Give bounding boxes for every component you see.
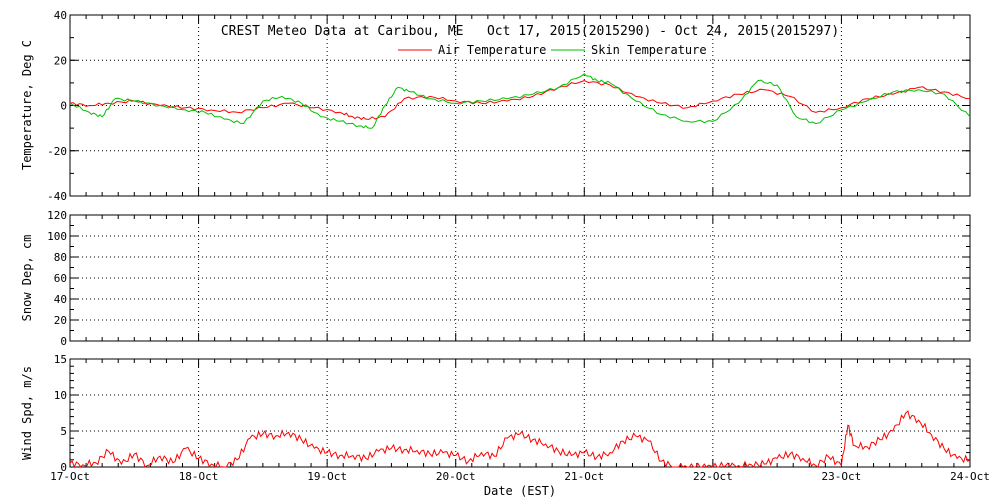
- wind-y-tick-label: 5: [60, 425, 67, 438]
- snow-y-tick-label: 40: [54, 293, 67, 306]
- temperature-y-tick-label: -40: [47, 190, 67, 203]
- wind-x-tick-label: 23-Oct: [822, 470, 862, 483]
- tick-layer: [69, 14, 971, 468]
- label-layer: -40 -20 0 20 40 0 20 40 60 80 100 120 0 5 10 15 17-Oct 18…: [47, 9, 990, 483]
- temperature-series-1-line: [69, 73, 971, 129]
- snow-y-tick-label: 120: [47, 209, 67, 222]
- legend-air-label: Air Temperature: [438, 43, 546, 57]
- wind-y-axis-label: Wind Spd, m/s: [20, 366, 34, 460]
- wind-x-tick-label: 24-Oct: [950, 470, 990, 483]
- wind-x-tick-label: 18-Oct: [179, 470, 219, 483]
- snow-y-tick-label: 80: [54, 251, 67, 264]
- temperature-y-tick-label: 0: [60, 100, 67, 113]
- wind-y-tick-label: 0: [60, 461, 67, 474]
- temperature-y-tick-label: -20: [47, 145, 67, 158]
- chart-title: CREST Meteo Data at Caribou, ME Oct 17, …: [221, 24, 839, 39]
- wind-series-0-line: [69, 410, 971, 469]
- temperature-y-axis-label: Temperature, Deg C: [20, 40, 34, 170]
- wind-y-tick-label: 10: [54, 389, 67, 402]
- wind-x-tick-label: 21-Oct: [564, 470, 604, 483]
- snow-y-tick-label: 20: [54, 314, 67, 327]
- snow-y-tick-label: 100: [47, 230, 67, 243]
- snow-y-tick-label: 0: [60, 335, 67, 348]
- wind-y-tick-label: 15: [54, 353, 67, 366]
- wind-x-tick-label: 20-Oct: [436, 470, 476, 483]
- snow-y-axis-label: Snow Dep, cm: [20, 235, 34, 322]
- series-layer: [69, 73, 971, 469]
- legend-skin-label: Skin Temperature: [591, 43, 707, 57]
- x-axis-label: Date (EST): [484, 484, 556, 498]
- snow-y-tick-label: 60: [54, 272, 67, 285]
- wind-x-tick-label: 22-Oct: [693, 470, 733, 483]
- temperature-series-0-line: [69, 80, 971, 121]
- temperature-y-tick-label: 40: [54, 9, 67, 22]
- wind-x-tick-label: 19-Oct: [307, 470, 347, 483]
- wind-x-tick-label: 17-Oct: [50, 470, 90, 483]
- grid-layer: [70, 15, 970, 467]
- temperature-y-tick-label: 20: [54, 54, 67, 67]
- wind-speed-panel-frame: [69, 358, 971, 468]
